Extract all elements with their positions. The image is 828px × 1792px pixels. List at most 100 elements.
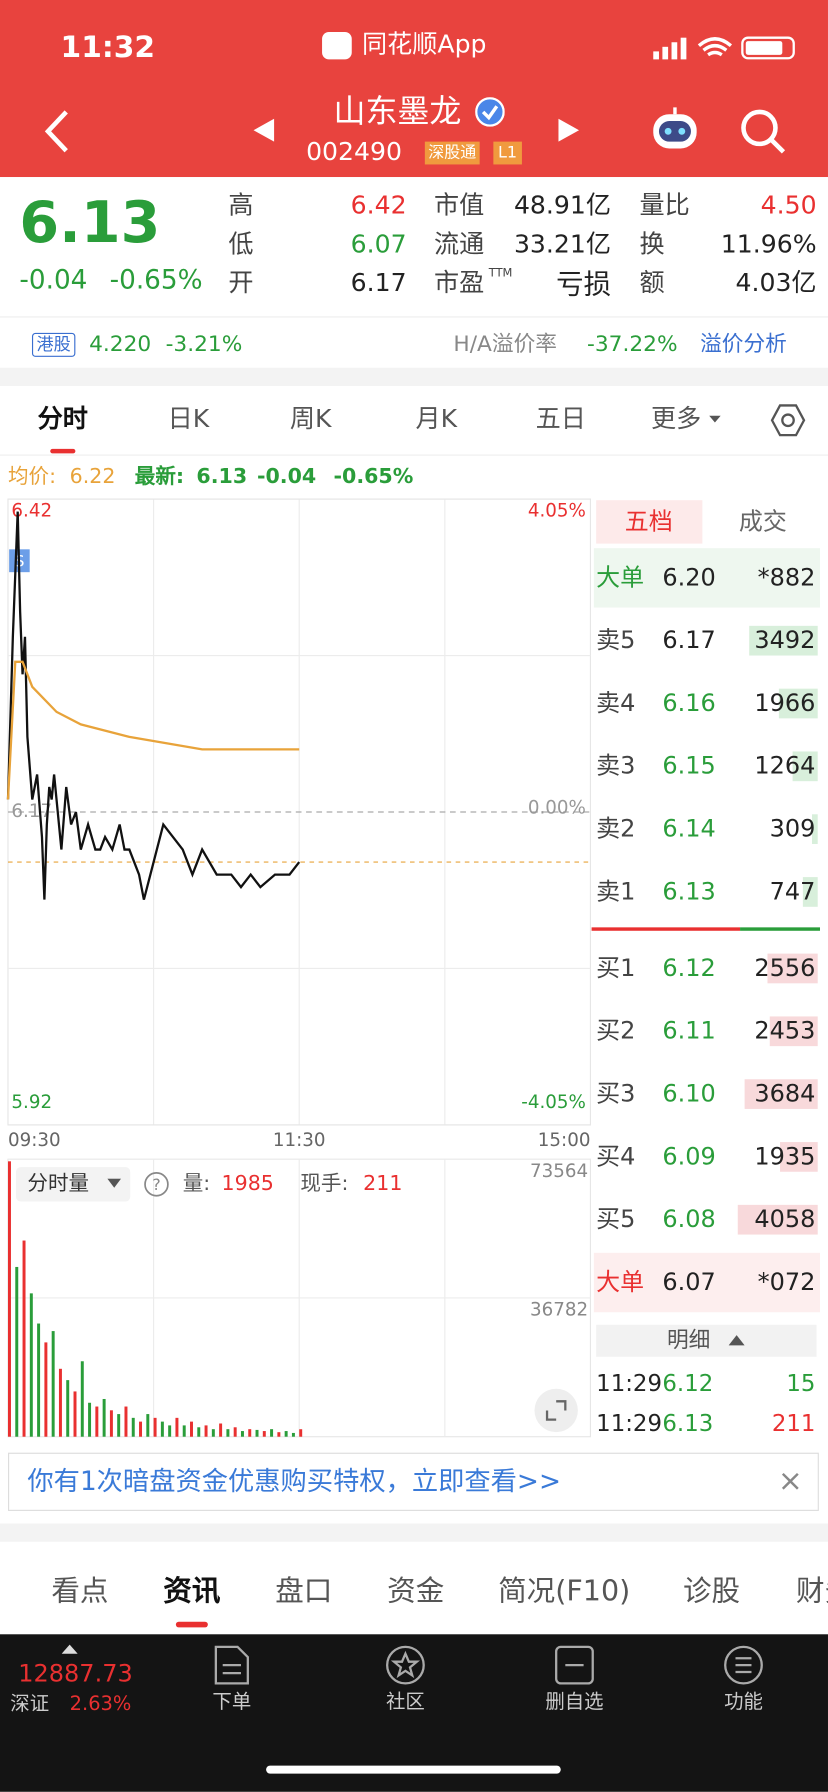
volume-bar [80, 1361, 84, 1437]
nav-item[interactable]: 功能 [724, 1690, 763, 1714]
volume-bar [233, 1427, 237, 1437]
bottom-tab[interactable]: 盘口 [275, 1574, 333, 1608]
trade-price: 6.13 [662, 1409, 714, 1437]
book-label: 买5 [596, 1205, 636, 1233]
price-change: -0.04 [19, 265, 88, 296]
robot-button[interactable] [649, 105, 702, 158]
avg-label: 均价: [7, 464, 57, 489]
field-value: 4.03亿 [735, 269, 817, 299]
bottom-tab[interactable]: 看点 [51, 1574, 109, 1608]
chart: S 5.926.176.42-4.05%0.00%4.05%09:30 11:30… [6, 415, 721, 1438]
detail-bar[interactable] [596, 1324, 817, 1357]
promo-text: 你有1次暗盘资金优惠购买特权，立即查看>> [27, 1466, 561, 1497]
nav-item[interactable]: 下单 [212, 1690, 252, 1714]
nav-item[interactable]: 社区 [386, 1690, 425, 1714]
promo-banner[interactable] [7, 1452, 819, 1511]
book-price: 6.09 [662, 1142, 716, 1171]
gap [0, 367, 828, 387]
hk-tag: 港股 [31, 332, 76, 357]
qty-label: 量: [182, 1171, 211, 1196]
volume-bar [124, 1406, 128, 1437]
promo-close[interactable]: × [777, 1464, 803, 1499]
price-percent: -0.65% [109, 265, 203, 296]
last-change: -0.04 [256, 464, 317, 489]
bottom-tab[interactable]: 资讯 [163, 1574, 221, 1608]
volume-bar [102, 1398, 106, 1437]
tab[interactable]: 月K [415, 405, 458, 434]
volume-bar [66, 1380, 70, 1437]
book-volume: 747 [769, 877, 816, 906]
help-icon[interactable]: ? [143, 1171, 170, 1198]
tab[interactable]: 更多 [650, 405, 702, 434]
back-button[interactable] [34, 108, 80, 154]
tab-indicator [50, 448, 76, 454]
volume-bar [160, 1421, 164, 1437]
index-value[interactable]: 12887.73 [18, 1659, 133, 1688]
bottom-tab[interactable]: 诊股 [682, 1574, 741, 1608]
volume-bar [240, 1431, 244, 1437]
book-volume: 2556 [754, 954, 816, 982]
volume-bar [255, 1429, 259, 1437]
tab[interactable]: 五日 [535, 405, 586, 434]
orderbook-tab[interactable]: 五档 [624, 507, 673, 536]
hand-value: 211 [363, 1171, 403, 1196]
volume-selector[interactable] [15, 1167, 131, 1202]
book-price: 6.10 [662, 1079, 716, 1108]
field-value: 亏损 [556, 268, 612, 301]
volume-tick-label: 73564 [530, 1161, 588, 1182]
book-label: 卖4 [596, 689, 636, 717]
x-tick-label: 11:30 [273, 1130, 326, 1151]
y2-tick-label: 0.00% [528, 798, 586, 819]
book-label: 卖1 [596, 877, 636, 906]
orderbook-tab[interactable]: 成交 [738, 507, 787, 536]
depth-bar [792, 751, 818, 782]
book-divider [591, 927, 741, 931]
book-volume: 1966 [754, 689, 816, 717]
tab-dropdown-arrow [709, 415, 721, 423]
search-button[interactable] [738, 106, 788, 156]
book-price: 6.12 [662, 954, 716, 982]
field-label: 低 [228, 230, 254, 260]
book-divider [740, 927, 820, 931]
nav-icon [386, 1645, 425, 1685]
book-volume: 3492 [754, 626, 816, 654]
book-label: 买1 [596, 954, 636, 982]
depth-bar [778, 688, 818, 719]
bottom-tab[interactable]: 简况(F10) [498, 1574, 631, 1608]
book-volume: *072 [757, 1268, 816, 1296]
tag-connect: 深股通 [424, 141, 480, 165]
depth-bar [737, 1204, 818, 1235]
volume-bar [109, 1410, 113, 1437]
book-label: 卖3 [596, 752, 636, 780]
bottom-tab[interactable]: 财务 [796, 1574, 828, 1608]
volume-bar [29, 1293, 33, 1437]
settings-button[interactable] [770, 402, 807, 439]
expand-button[interactable] [533, 1388, 579, 1434]
book-price: 6.11 [662, 1017, 716, 1045]
nav-item[interactable]: 删自选 [545, 1690, 604, 1714]
x-tick-label: 15:00 [538, 1130, 591, 1151]
trade-time: 11:29 [596, 1409, 662, 1437]
prev-stock[interactable] [251, 116, 278, 143]
book-volume: 1935 [754, 1142, 816, 1171]
tab[interactable]: 周K [289, 405, 332, 434]
volume-bar [131, 1417, 135, 1437]
volume-bar [73, 1391, 77, 1437]
field-label: 市值 [433, 191, 485, 221]
field-label: 流通 [433, 230, 485, 260]
volume-bar [58, 1368, 62, 1437]
tab[interactable]: 分时 [37, 405, 88, 434]
ah-link[interactable]: 溢价分析 [700, 331, 787, 357]
volume-bar [15, 1266, 19, 1437]
bottom-tab[interactable]: 资金 [387, 1574, 445, 1608]
depth-bar [769, 1016, 818, 1047]
book-price: 6.08 [662, 1205, 716, 1233]
book-volume: 3684 [754, 1079, 816, 1108]
next-stock[interactable] [554, 116, 581, 143]
volume-bar [168, 1425, 172, 1437]
tab[interactable]: 日K [167, 405, 210, 434]
book-label: 卖2 [596, 814, 636, 843]
trade-time: 11:29 [596, 1369, 662, 1397]
y-tick-label: 6.42 [11, 501, 52, 522]
